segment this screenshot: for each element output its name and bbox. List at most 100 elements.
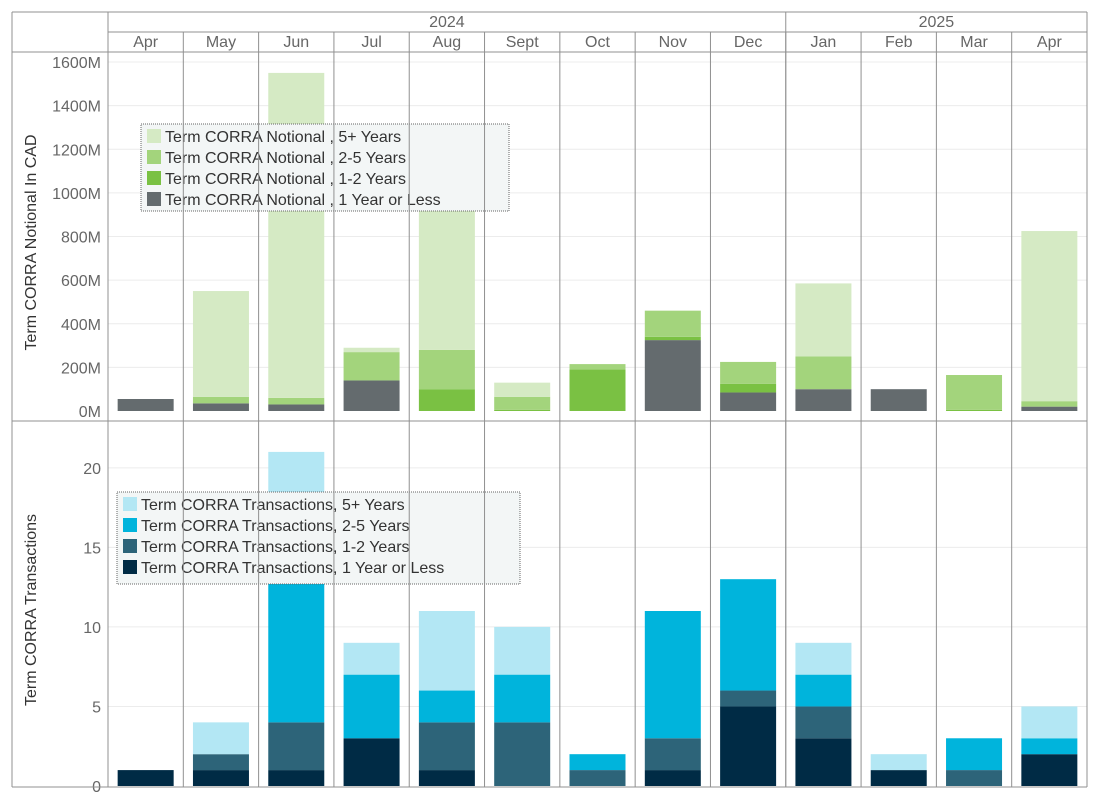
bar-notional-s2-8 xyxy=(720,361,777,384)
legend-swatch-notional-1 xyxy=(147,171,161,185)
bar-notional-s3-1 xyxy=(192,291,249,397)
legend-box-notional xyxy=(140,123,510,212)
legend-swatch-transactions-0 xyxy=(123,560,137,574)
bar-notional-s2-4 xyxy=(418,349,475,390)
bar-transactions-s0-3 xyxy=(343,738,400,786)
legend-label-notional-1: Term CORRA Notional , 1-2 Years xyxy=(165,171,406,188)
year-label-2024: 2024 xyxy=(429,14,465,31)
ylabel-transactions: Term CORRA Transactions xyxy=(23,514,40,706)
ylabel-notional: Term CORRA Notional In CAD xyxy=(23,134,40,350)
bar-notional-s1-6 xyxy=(569,369,626,411)
month-label-6: Oct xyxy=(585,34,610,51)
month-label-12: Apr xyxy=(1037,34,1063,51)
legend-swatch-notional-3 xyxy=(147,129,161,143)
bar-notional-s0-0 xyxy=(117,399,174,411)
bar-notional-s3-5 xyxy=(494,382,551,397)
bar-notional-s0-7 xyxy=(644,340,701,411)
bar-notional-s2-2 xyxy=(268,397,325,405)
legend-label-notional-0: Term CORRA Notional , 1 Year or Less xyxy=(165,192,441,209)
bar-notional-s0-10 xyxy=(870,389,927,411)
ytick-transactions-4: 20 xyxy=(83,461,101,478)
bar-notional-s1-4 xyxy=(418,389,475,411)
bar-transactions-s1-9 xyxy=(795,706,852,739)
bar-notional-s2-5 xyxy=(494,396,551,410)
legend-label-transactions-3: Term CORRA Transactions, 5+ Years xyxy=(141,497,405,514)
bar-transactions-s3-5 xyxy=(494,626,551,675)
month-label-2: Jun xyxy=(283,34,309,51)
bar-transactions-s2-3 xyxy=(343,674,400,739)
bar-transactions-s1-5 xyxy=(494,722,551,786)
ytick-notional-2: 400M xyxy=(61,317,101,334)
bar-transactions-s0-7 xyxy=(644,770,701,786)
legend-swatch-notional-2 xyxy=(147,150,161,164)
month-label-7: Nov xyxy=(659,34,687,51)
bar-transactions-s0-0 xyxy=(117,770,174,786)
legend-swatch-transactions-1 xyxy=(123,539,137,553)
month-label-1: May xyxy=(206,34,236,51)
bar-notional-s1-8 xyxy=(720,383,777,393)
bar-transactions-s0-12 xyxy=(1021,754,1078,786)
bar-transactions-s1-11 xyxy=(946,770,1003,786)
legend-label-notional-3: Term CORRA Notional , 5+ Years xyxy=(165,129,401,146)
ytick-transactions-2: 10 xyxy=(83,620,101,637)
bar-transactions-s3-4 xyxy=(418,611,475,691)
bar-notional-s2-9 xyxy=(795,356,852,390)
ytick-notional-4: 800M xyxy=(61,230,101,247)
bar-transactions-s2-12 xyxy=(1021,738,1078,755)
bar-notional-s2-3 xyxy=(343,352,400,381)
bar-notional-s2-7 xyxy=(644,310,701,337)
year-label-2025: 2025 xyxy=(919,14,955,31)
bar-notional-s3-2 xyxy=(268,72,325,398)
ytick-notional-1: 200M xyxy=(61,360,101,377)
ytick-notional-5: 1000M xyxy=(52,186,101,203)
bar-transactions-s3-1 xyxy=(192,722,249,755)
month-label-5: Sept xyxy=(506,34,539,51)
legend-label-transactions-0: Term CORRA Transactions, 1 Year or Less xyxy=(141,560,444,577)
ytick-notional-0: 0M xyxy=(79,404,101,421)
month-label-8: Dec xyxy=(734,34,762,51)
bar-notional-s2-11 xyxy=(946,375,1003,410)
bar-notional-s3-12 xyxy=(1021,231,1078,402)
bar-notional-s0-1 xyxy=(192,403,249,411)
bar-notional-s0-8 xyxy=(720,392,777,411)
bar-notional-s0-2 xyxy=(268,404,325,411)
ytick-notional-3: 600M xyxy=(61,273,101,290)
bar-notional-s0-12 xyxy=(1021,406,1078,411)
legend-swatch-transactions-2 xyxy=(123,518,137,532)
bar-transactions-s0-10 xyxy=(870,770,927,786)
legend-swatch-transactions-3 xyxy=(123,497,137,511)
bar-transactions-s2-6 xyxy=(569,754,626,771)
legend-label-transactions-2: Term CORRA Transactions, 2-5 Years xyxy=(141,518,410,535)
bar-notional-s3-4 xyxy=(418,210,475,350)
month-label-10: Feb xyxy=(885,34,913,51)
bar-notional-s3-3 xyxy=(343,347,400,353)
bar-transactions-s0-9 xyxy=(795,738,852,786)
ytick-notional-8: 1600M xyxy=(52,55,101,72)
bar-transactions-s3-3 xyxy=(343,642,400,675)
bar-notional-s0-9 xyxy=(795,389,852,411)
legend-label-notional-2: Term CORRA Notional , 2-5 Years xyxy=(165,150,406,167)
bar-notional-s2-12 xyxy=(1021,401,1078,407)
bar-transactions-s1-1 xyxy=(192,754,249,771)
bar-transactions-s2-4 xyxy=(418,690,475,723)
bar-transactions-s1-8 xyxy=(720,690,777,707)
bar-notional-s0-3 xyxy=(343,380,400,411)
bar-notional-s1-7 xyxy=(644,336,701,341)
ytick-notional-7: 1400M xyxy=(52,99,101,116)
bar-transactions-s2-5 xyxy=(494,674,551,723)
month-label-3: Jul xyxy=(361,34,381,51)
bar-transactions-s2-11 xyxy=(946,738,1003,771)
legend-label-transactions-1: Term CORRA Transactions, 1-2 Years xyxy=(141,539,410,556)
month-label-4: Aug xyxy=(433,34,461,51)
legend-box-transactions xyxy=(116,491,521,585)
bar-transactions-s1-2 xyxy=(268,722,325,771)
bar-transactions-s3-9 xyxy=(795,642,852,675)
bar-transactions-s2-7 xyxy=(644,611,701,739)
month-label-11: Mar xyxy=(960,34,988,51)
bar-transactions-s0-2 xyxy=(268,770,325,786)
month-label-0: Apr xyxy=(133,34,159,51)
ytick-notional-6: 1200M xyxy=(52,142,101,159)
bar-transactions-s2-8 xyxy=(720,579,777,691)
